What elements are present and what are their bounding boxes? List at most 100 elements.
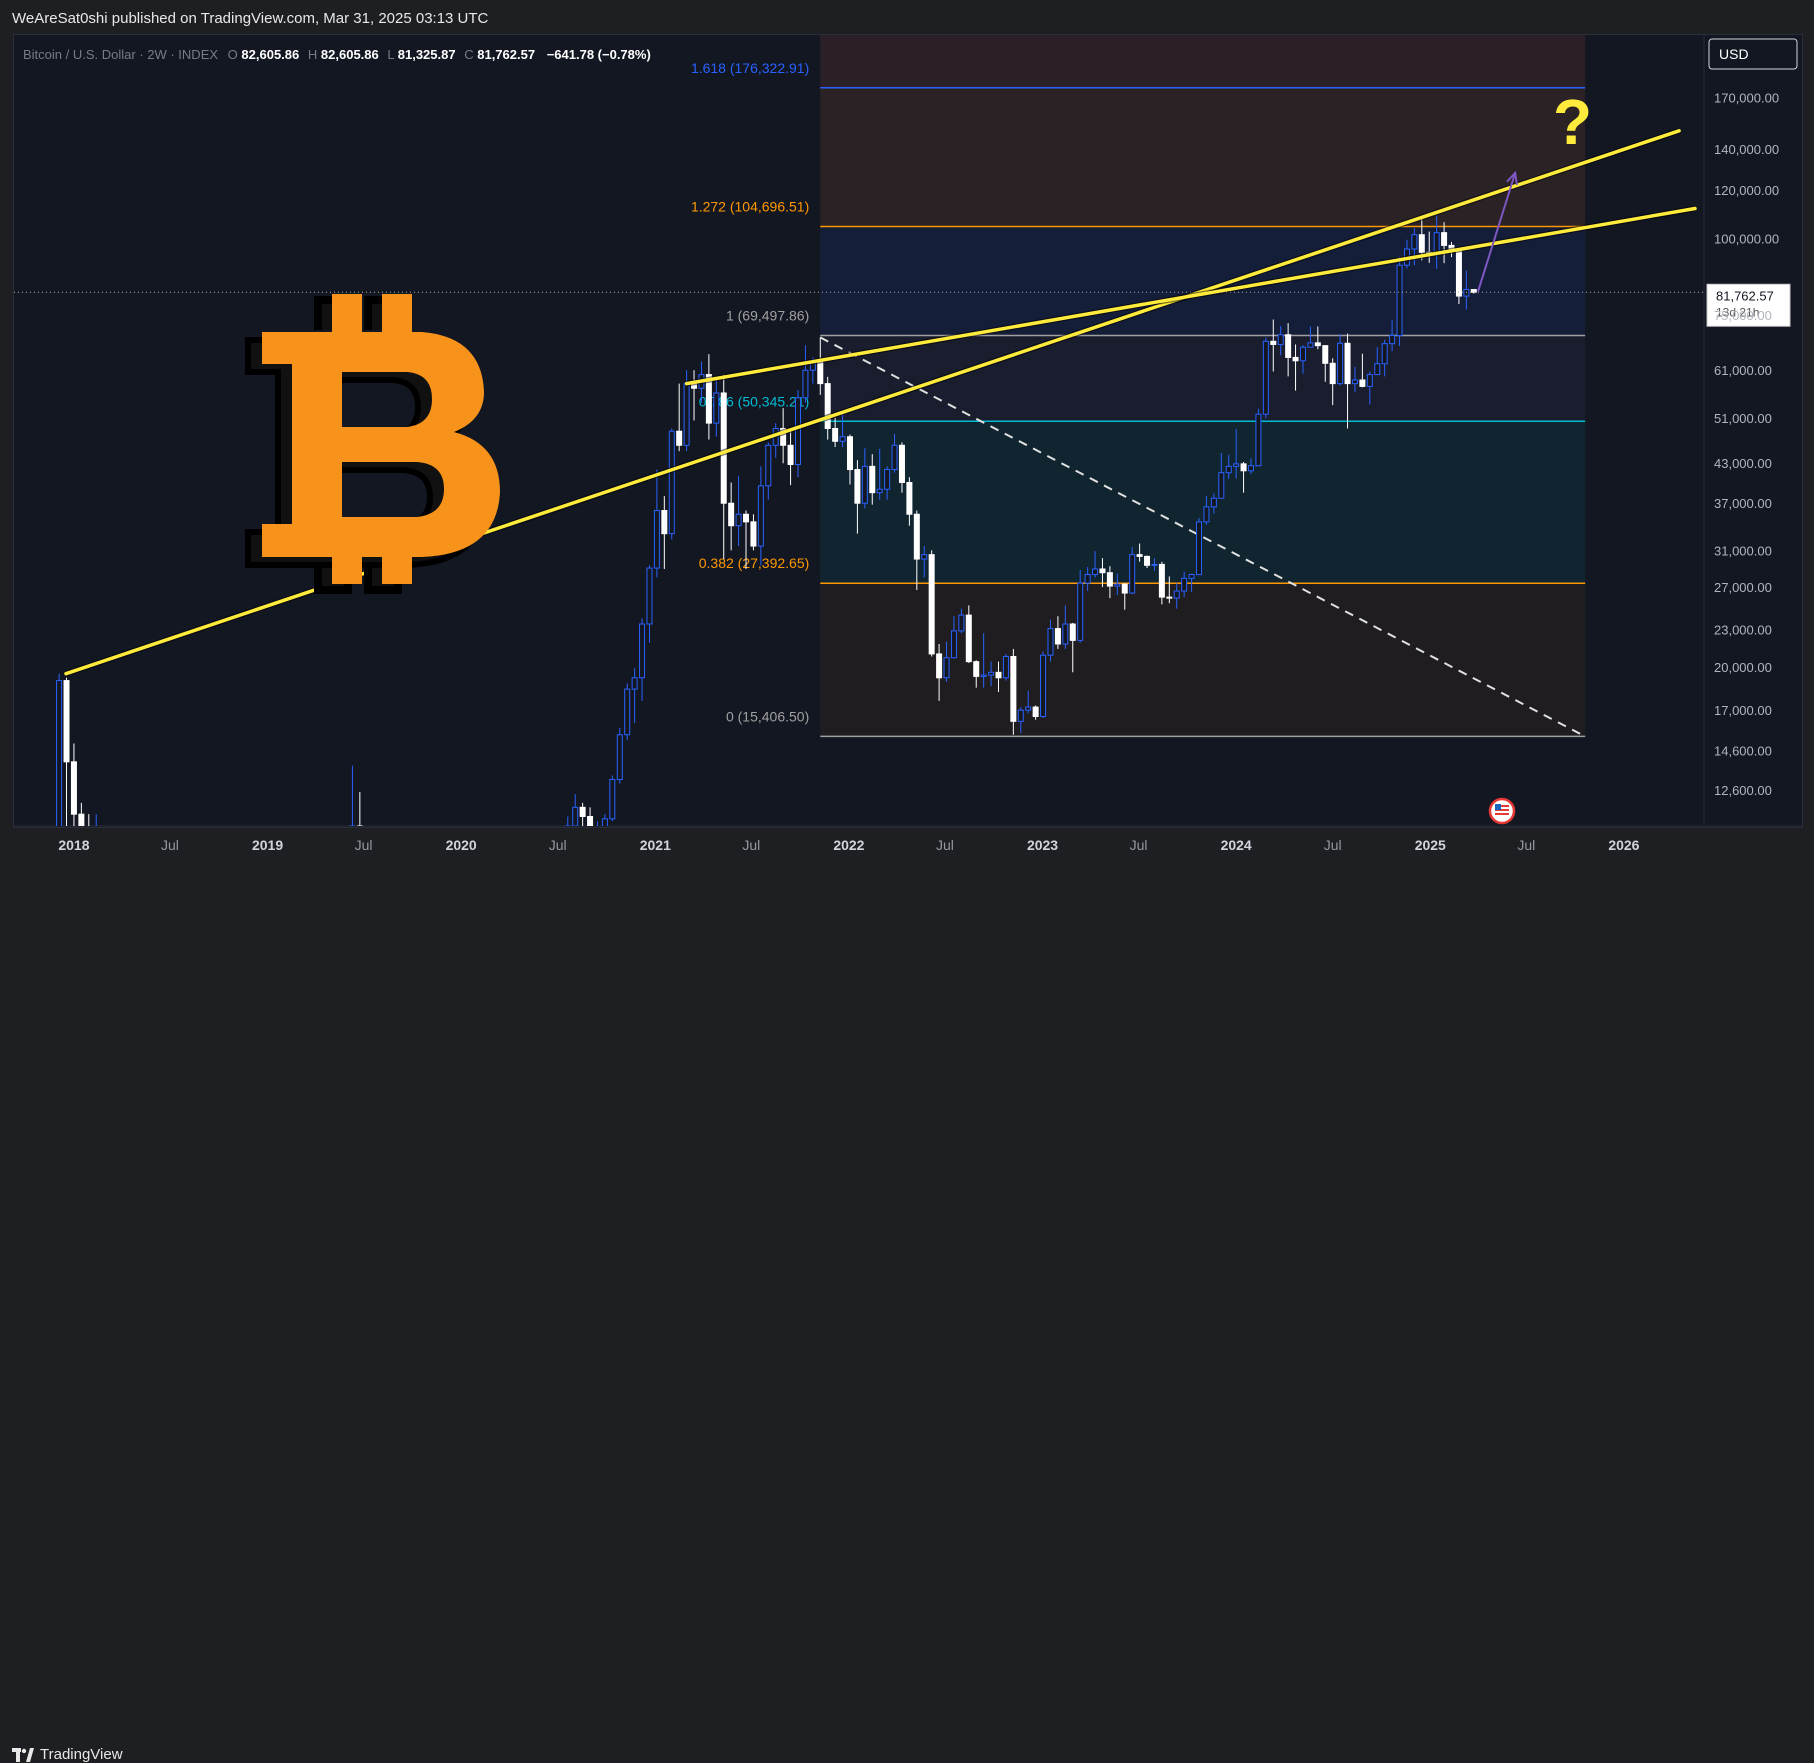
time-axis-tick: 2019 <box>252 837 283 853</box>
projection-arrow-head <box>1506 170 1518 186</box>
candle <box>1463 270 1470 310</box>
fib-level-label: 1.272 (104,696.51) <box>691 198 809 214</box>
candle <box>668 428 675 540</box>
candle-body <box>720 392 727 504</box>
candle-body <box>1166 596 1173 599</box>
candle-body <box>973 661 980 677</box>
candle-body <box>921 554 928 560</box>
candle <box>1396 256 1403 347</box>
candle-body <box>1292 356 1299 362</box>
candle <box>1062 605 1069 649</box>
time-axis-tick: Jul <box>161 837 179 853</box>
candle-body <box>884 469 891 490</box>
tradingview-brand[interactable]: TradingView <box>12 1746 123 1763</box>
candle <box>921 546 928 578</box>
candle-body <box>1173 590 1180 599</box>
candle-body <box>876 488 883 494</box>
candle-body <box>646 567 653 625</box>
candle <box>832 417 839 448</box>
us-flag-event-icon[interactable] <box>1488 797 1516 825</box>
svg-text:Bitcoin / U.S. Dollar · 2W · I: Bitcoin / U.S. Dollar · 2W · INDEX O 82,… <box>23 47 651 62</box>
candle-body <box>980 674 987 677</box>
candle-body <box>1225 465 1232 474</box>
candle-body <box>1359 379 1366 387</box>
candle <box>1337 333 1344 386</box>
candle-body <box>913 513 920 560</box>
candle <box>839 412 846 448</box>
candle-body <box>1255 413 1262 467</box>
candle <box>898 442 905 493</box>
candle-body <box>802 369 809 399</box>
candle <box>936 643 943 701</box>
time-axis-tick: Jul <box>355 837 373 853</box>
candle-body <box>1366 374 1373 387</box>
candle-body <box>1247 465 1254 472</box>
candle-body <box>705 374 712 424</box>
candle-body <box>63 680 70 763</box>
yellow-trendline[interactable] <box>684 206 1697 386</box>
candle <box>1314 326 1321 350</box>
bitcoin-logo-icon <box>245 294 500 594</box>
candle <box>1129 546 1136 595</box>
candle-body <box>676 430 683 446</box>
time-axis-tick: 2026 <box>1608 837 1639 853</box>
candle <box>846 434 853 485</box>
candle <box>1158 561 1165 605</box>
candle <box>743 510 750 569</box>
candle-body <box>965 614 972 663</box>
projection-arrow[interactable] <box>1477 172 1517 292</box>
candle <box>787 429 794 486</box>
candle <box>1240 462 1247 493</box>
time-axis-tick: 2023 <box>1027 837 1058 853</box>
candle <box>1047 619 1054 662</box>
candle <box>1136 543 1143 562</box>
price-chart[interactable]: 1.618 (176,322.91) 1.272 (104,696.51) 1 (6… <box>0 0 1814 906</box>
candle <box>705 354 712 440</box>
candle-body <box>1240 463 1247 472</box>
candle <box>780 408 787 464</box>
candle <box>78 802 85 826</box>
candle-body <box>958 614 965 632</box>
fib-zone <box>820 35 1586 88</box>
candle <box>1040 651 1047 719</box>
candle <box>1144 555 1151 569</box>
candle <box>765 442 772 500</box>
candle <box>1002 653 1009 681</box>
time-axis-tick: Jul <box>1324 837 1342 853</box>
price-axis-tick: 140,000.00 <box>1714 142 1779 157</box>
candle-body <box>609 779 616 820</box>
candle-body <box>1188 574 1195 579</box>
candle <box>1455 248 1462 305</box>
candle <box>356 791 363 826</box>
time-axis-tick: 2020 <box>446 837 477 853</box>
candle <box>973 660 980 688</box>
candle-body <box>1151 563 1158 566</box>
candle <box>876 448 883 500</box>
candle <box>1092 551 1099 578</box>
time-axis-tick: 2022 <box>833 837 864 853</box>
candle-body <box>988 671 995 676</box>
candle <box>1010 648 1017 735</box>
candle <box>713 379 720 437</box>
candle <box>70 743 77 826</box>
fib-zone <box>820 421 1586 584</box>
candle <box>943 641 950 682</box>
candle-body <box>750 521 757 547</box>
fib-zone <box>820 583 1586 737</box>
legend-low-label: L <box>387 47 394 62</box>
candle <box>1054 616 1061 649</box>
candle-body <box>1136 554 1143 557</box>
candle-body <box>861 465 868 504</box>
candle <box>1233 429 1240 479</box>
candle <box>735 475 742 547</box>
candle-body <box>1351 379 1358 385</box>
candle <box>572 794 579 826</box>
candle-body <box>1344 342 1351 385</box>
fib-zone <box>820 87 1586 227</box>
candle <box>861 448 868 509</box>
candle-body <box>1218 472 1225 499</box>
time-axis-tick: Jul <box>742 837 760 853</box>
currency-button[interactable]: USD <box>1708 38 1798 70</box>
candle <box>1441 222 1448 264</box>
candle-body <box>1381 343 1388 365</box>
